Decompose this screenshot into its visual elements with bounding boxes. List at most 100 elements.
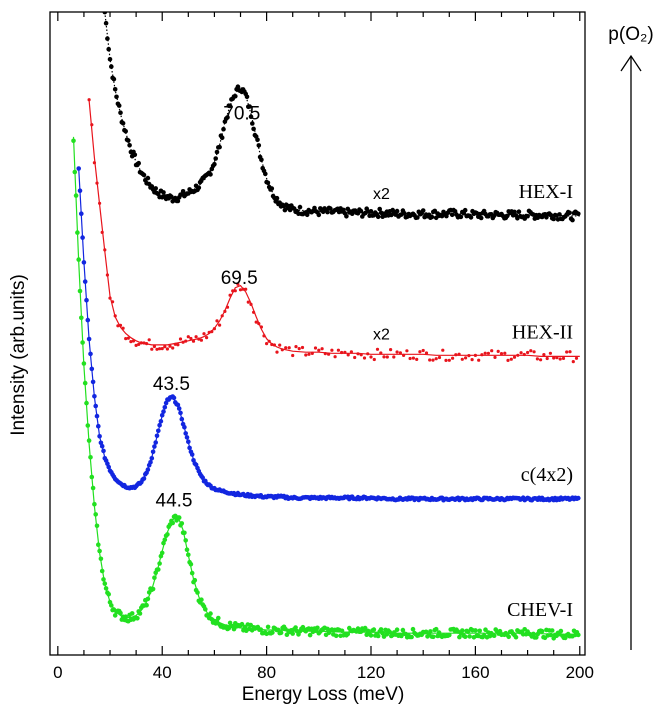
data-point	[300, 345, 305, 350]
data-point	[158, 419, 164, 424]
data-point	[400, 627, 406, 633]
data-point	[464, 356, 468, 360]
data-point	[424, 351, 429, 355]
data-point	[93, 403, 98, 409]
data-point	[284, 632, 290, 637]
data-point	[346, 353, 350, 357]
data-point	[208, 172, 213, 177]
data-point	[92, 161, 96, 165]
data-point	[93, 512, 98, 517]
data-point	[135, 616, 140, 621]
data-point	[191, 339, 196, 343]
data-point	[186, 552, 191, 558]
data-point	[221, 126, 226, 132]
data-point	[184, 547, 190, 552]
data-point	[531, 631, 536, 637]
data-point	[379, 351, 383, 355]
series-name-label: c(4x2)	[521, 464, 573, 486]
data-point	[158, 347, 162, 351]
data-point	[88, 351, 93, 357]
data-point	[257, 322, 261, 326]
data-point	[251, 126, 256, 132]
data-point	[549, 628, 555, 633]
data-point	[307, 632, 313, 638]
data-point	[72, 169, 78, 175]
data-point	[212, 161, 217, 167]
data-point	[398, 351, 402, 355]
data-point	[153, 186, 158, 191]
data-point	[207, 330, 211, 334]
data-point	[208, 611, 213, 616]
data-point	[173, 342, 177, 346]
data-point	[548, 351, 553, 355]
data-point	[96, 423, 101, 429]
data-point	[139, 341, 143, 345]
series-hex-ii	[87, 98, 580, 364]
data-point	[262, 334, 266, 338]
data-point	[265, 624, 271, 630]
data-point	[199, 338, 203, 342]
data-point	[516, 209, 522, 214]
data-point	[402, 353, 406, 357]
data-point	[278, 630, 284, 636]
data-point	[218, 323, 222, 327]
data-point	[86, 438, 92, 443]
data-point	[491, 633, 497, 638]
data-point	[317, 348, 321, 352]
data-point	[189, 452, 195, 457]
data-point	[431, 358, 435, 362]
series-name-label: HEX-I	[519, 181, 573, 203]
data-point	[506, 634, 512, 640]
data-point	[103, 20, 109, 26]
data-point	[460, 357, 464, 361]
data-point	[387, 629, 393, 635]
data-point	[249, 302, 253, 306]
data-point	[362, 625, 368, 631]
data-point	[418, 350, 422, 354]
data-point	[195, 590, 200, 595]
data-point	[106, 46, 111, 52]
data-point	[231, 289, 235, 293]
series-name-label: HEX-II	[512, 321, 573, 343]
data-point	[86, 336, 92, 342]
data-point	[106, 464, 111, 470]
data-point	[152, 344, 156, 349]
data-point	[291, 353, 295, 358]
data-point	[106, 592, 111, 597]
data-point	[123, 129, 128, 134]
data-point	[557, 212, 562, 217]
data-point	[101, 448, 106, 454]
data-point	[137, 342, 141, 346]
data-point	[389, 348, 393, 352]
data-point	[178, 337, 183, 341]
data-point	[470, 358, 474, 362]
data-point	[127, 143, 132, 148]
data-point	[516, 353, 520, 357]
data-point	[270, 342, 274, 347]
data-point	[189, 336, 193, 341]
data-point	[156, 567, 161, 572]
data-point	[535, 357, 540, 361]
data-point	[297, 347, 301, 351]
data-point	[123, 614, 128, 619]
data-point	[186, 335, 190, 339]
data-point	[558, 628, 564, 634]
data-point	[280, 348, 284, 352]
data-point	[113, 314, 117, 318]
data-point	[467, 634, 472, 639]
data-point	[328, 206, 333, 211]
data-point	[409, 634, 414, 640]
data-point	[493, 355, 497, 359]
data-point	[90, 485, 96, 491]
data-point	[89, 366, 95, 372]
data-point	[499, 352, 504, 356]
data-point	[576, 495, 581, 501]
data-point	[101, 577, 106, 582]
data-point	[408, 356, 412, 361]
data-point	[320, 347, 324, 351]
data-point	[410, 626, 416, 632]
data-point	[141, 172, 147, 178]
data-point	[316, 212, 322, 218]
data-point	[522, 352, 526, 357]
